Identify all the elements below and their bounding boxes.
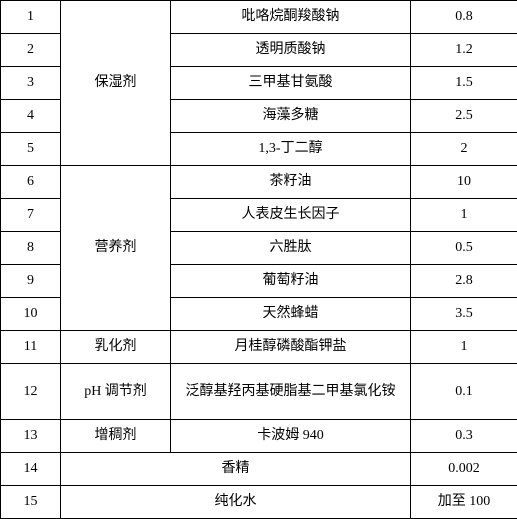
row-number: 15 [1, 486, 61, 519]
row-number: 7 [1, 199, 61, 232]
row-number: 2 [1, 34, 61, 67]
row-number: 14 [1, 453, 61, 486]
ingredient-name: 六胜肽 [171, 232, 411, 265]
row-number: 1 [1, 1, 61, 34]
table-row: 12 pH 调节剂 泛醇基羟丙基硬脂基二甲基氯化铵 0.1 [1, 364, 517, 420]
ingredient-value: 1 [411, 331, 517, 364]
ingredient-value: 0.3 [411, 420, 517, 453]
ingredient-name: 人表皮生长因子 [171, 199, 411, 232]
row-number: 10 [1, 298, 61, 331]
row-number: 13 [1, 420, 61, 453]
ingredient-name: 月桂醇磷酸酯钾盐 [171, 331, 411, 364]
table-row: 14 香精 0.002 [1, 453, 517, 486]
table-row: 13 增稠剂 卡波姆 940 0.3 [1, 420, 517, 453]
table-row: 1 保湿剂 吡咯烷酮羧酸钠 0.8 [1, 1, 517, 34]
category-cell: pH 调节剂 [61, 364, 171, 420]
ingredient-value: 2.5 [411, 100, 517, 133]
ingredient-wide: 香精 [61, 453, 411, 486]
table-row: 15 纯化水 加至 100 [1, 486, 517, 519]
ingredient-value: 3.5 [411, 298, 517, 331]
category-cell: 保湿剂 [61, 1, 171, 166]
row-number: 4 [1, 100, 61, 133]
ingredient-value: 1.2 [411, 34, 517, 67]
ingredient-value: 1.5 [411, 67, 517, 100]
ingredient-name: 三甲基甘氨酸 [171, 67, 411, 100]
row-number: 11 [1, 331, 61, 364]
row-number: 6 [1, 166, 61, 199]
category-cell: 增稠剂 [61, 420, 171, 453]
ingredient-value: 2 [411, 133, 517, 166]
ingredients-table: 1 保湿剂 吡咯烷酮羧酸钠 0.8 2 透明质酸钠 1.2 3 三甲基甘氨酸 1… [0, 0, 517, 519]
ingredient-value: 1 [411, 199, 517, 232]
ingredient-name: 天然蜂蜡 [171, 298, 411, 331]
table-row: 6 营养剂 茶籽油 10 [1, 166, 517, 199]
ingredient-name: 1,3-丁二醇 [171, 133, 411, 166]
category-cell: 乳化剂 [61, 331, 171, 364]
table-row: 11 乳化剂 月桂醇磷酸酯钾盐 1 [1, 331, 517, 364]
ingredient-name: 茶籽油 [171, 166, 411, 199]
ingredient-name: 透明质酸钠 [171, 34, 411, 67]
ingredient-name: 泛醇基羟丙基硬脂基二甲基氯化铵 [171, 364, 411, 420]
ingredient-wide: 纯化水 [61, 486, 411, 519]
ingredient-value: 加至 100 [411, 486, 517, 519]
ingredient-name: 吡咯烷酮羧酸钠 [171, 1, 411, 34]
ingredient-value: 0.002 [411, 453, 517, 486]
ingredient-value: 0.8 [411, 1, 517, 34]
row-number: 12 [1, 364, 61, 420]
row-number: 9 [1, 265, 61, 298]
ingredient-name: 海藻多糖 [171, 100, 411, 133]
ingredients-table-wrap: 1 保湿剂 吡咯烷酮羧酸钠 0.8 2 透明质酸钠 1.2 3 三甲基甘氨酸 1… [0, 0, 517, 519]
ingredient-name: 卡波姆 940 [171, 420, 411, 453]
row-number: 8 [1, 232, 61, 265]
row-number: 3 [1, 67, 61, 100]
row-number: 5 [1, 133, 61, 166]
ingredient-value: 2.8 [411, 265, 517, 298]
ingredient-value: 10 [411, 166, 517, 199]
ingredient-value: 0.1 [411, 364, 517, 420]
ingredient-value: 0.5 [411, 232, 517, 265]
category-cell: 营养剂 [61, 166, 171, 331]
ingredient-name: 葡萄籽油 [171, 265, 411, 298]
